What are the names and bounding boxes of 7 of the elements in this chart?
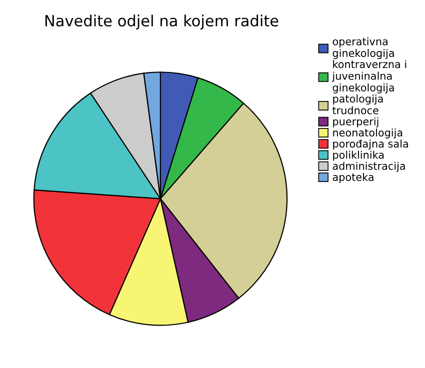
- legend-label: porođajna sala: [333, 140, 408, 150]
- legend-label: apoteka: [332, 172, 374, 184]
- legend-label: administracija: [332, 162, 405, 172]
- legend-label: poliklinika: [333, 150, 384, 161]
- legend-label: puerperij: [333, 117, 378, 128]
- chart-title: Navedite odjel na kojem radite: [45, 14, 278, 30]
- legend-label: neonatologija: [333, 128, 402, 139]
